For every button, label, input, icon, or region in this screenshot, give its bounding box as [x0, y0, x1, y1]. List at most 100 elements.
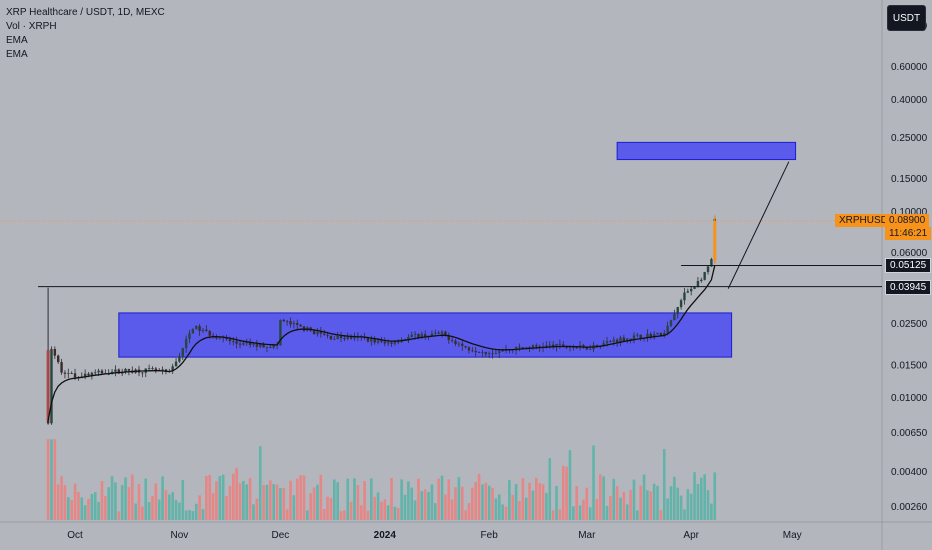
candle-body: [252, 344, 255, 346]
candle-body: [151, 368, 154, 370]
volume-bar: [403, 494, 407, 520]
candle-body: [693, 287, 696, 289]
volume-bar: [548, 458, 552, 520]
candle-body: [73, 373, 77, 378]
candle-body: [656, 332, 659, 335]
volume-bar: [572, 506, 575, 520]
volume-bar: [588, 507, 592, 520]
volume-bar: [514, 483, 518, 520]
volume-bar: [501, 504, 504, 520]
volume-bar: [420, 491, 424, 520]
volume-bar: [114, 482, 117, 520]
legend-ema-1[interactable]: EMA: [6, 35, 28, 46]
volume-bar: [174, 500, 178, 520]
candle-body: [444, 331, 447, 336]
legend-title: XRP Healthcare / USDT, 1D, MEXC: [6, 7, 165, 18]
y-tick-label: 0.01000: [891, 393, 928, 404]
candle-body: [420, 334, 424, 338]
volume-bar: [423, 489, 427, 520]
volume-bar: [609, 495, 612, 520]
candle-body: [562, 344, 565, 348]
volume-bar: [63, 485, 67, 520]
volume-bars: [46, 439, 717, 520]
x-tick-label: Oct: [67, 530, 83, 541]
volume-bar: [316, 484, 319, 520]
candle-body: [255, 344, 259, 347]
candle-body: [700, 279, 703, 281]
candle-body: [498, 351, 501, 354]
volume-bar: [504, 506, 508, 520]
candle-body: [70, 373, 73, 374]
candle-body: [683, 292, 686, 301]
volume-bar: [555, 485, 558, 520]
volume-bar: [100, 481, 104, 520]
candle-body: [622, 337, 626, 341]
volume-bar: [568, 450, 572, 520]
candle-body: [232, 341, 235, 342]
volume-bar: [336, 482, 339, 520]
candle-body: [706, 266, 710, 273]
legend-volume[interactable]: Vol · XRPH: [6, 21, 57, 32]
volume-bar: [205, 476, 208, 520]
candle-body: [676, 307, 679, 315]
zones: [118, 141, 797, 358]
candle-body: [663, 333, 666, 336]
volume-bar: [258, 446, 262, 520]
candle-body: [87, 373, 90, 375]
horizontal-lines: [0, 161, 882, 289]
candle-body: [67, 373, 70, 374]
candle-body: [605, 341, 609, 344]
legend-ema-2[interactable]: EMA: [6, 49, 28, 60]
candle-body: [97, 370, 100, 373]
currency-button[interactable]: USDT: [887, 5, 926, 31]
volume-bar: [87, 498, 90, 520]
candle-body: [285, 321, 289, 322]
candle-body: [454, 340, 457, 344]
volume-bar: [713, 472, 717, 520]
volume-bar: [211, 493, 215, 520]
y-tick-label: 0.02500: [891, 319, 928, 330]
volume-bar: [585, 487, 589, 520]
volume-bar: [312, 487, 316, 520]
volume-bar: [269, 480, 272, 520]
candle-body: [434, 332, 437, 334]
volume-bar: [693, 472, 696, 520]
volume-bar: [295, 478, 299, 520]
candle-body: [689, 288, 693, 292]
volume-bar: [245, 484, 249, 520]
volume-bar: [248, 478, 252, 520]
volume-bar: [541, 484, 545, 520]
symbol-price-label: XRPHUSDT: [835, 213, 899, 227]
volume-bar: [551, 510, 555, 520]
volume-bar: [332, 479, 336, 520]
candle-body: [228, 339, 232, 342]
candle-body: [292, 323, 296, 325]
volume-bar: [642, 474, 646, 520]
candle-body: [218, 337, 222, 339]
volume-bar: [151, 496, 154, 520]
candle-body: [181, 348, 184, 357]
candle-body: [494, 353, 498, 354]
volume-bar: [93, 492, 97, 520]
candle-body: [376, 340, 380, 343]
volume-bar: [181, 480, 185, 520]
candle-body: [90, 372, 94, 375]
volume-bar: [282, 487, 286, 520]
volume-bar: [194, 503, 198, 520]
candle-body: [602, 343, 605, 347]
volume-bar: [235, 467, 238, 520]
volume-bar: [636, 510, 639, 520]
candle-body: [484, 352, 488, 355]
candle-body: [195, 326, 198, 329]
last-candle-body: [713, 220, 717, 260]
volume-bar: [279, 488, 282, 520]
volume-bar: [346, 478, 350, 520]
trend-projection-line[interactable]: [727, 161, 790, 289]
candle-body: [521, 347, 525, 348]
volume-bar: [117, 511, 121, 520]
target-zone-rectangle[interactable]: [616, 141, 797, 161]
candle-body: [538, 346, 541, 348]
volume-bar: [477, 473, 481, 520]
